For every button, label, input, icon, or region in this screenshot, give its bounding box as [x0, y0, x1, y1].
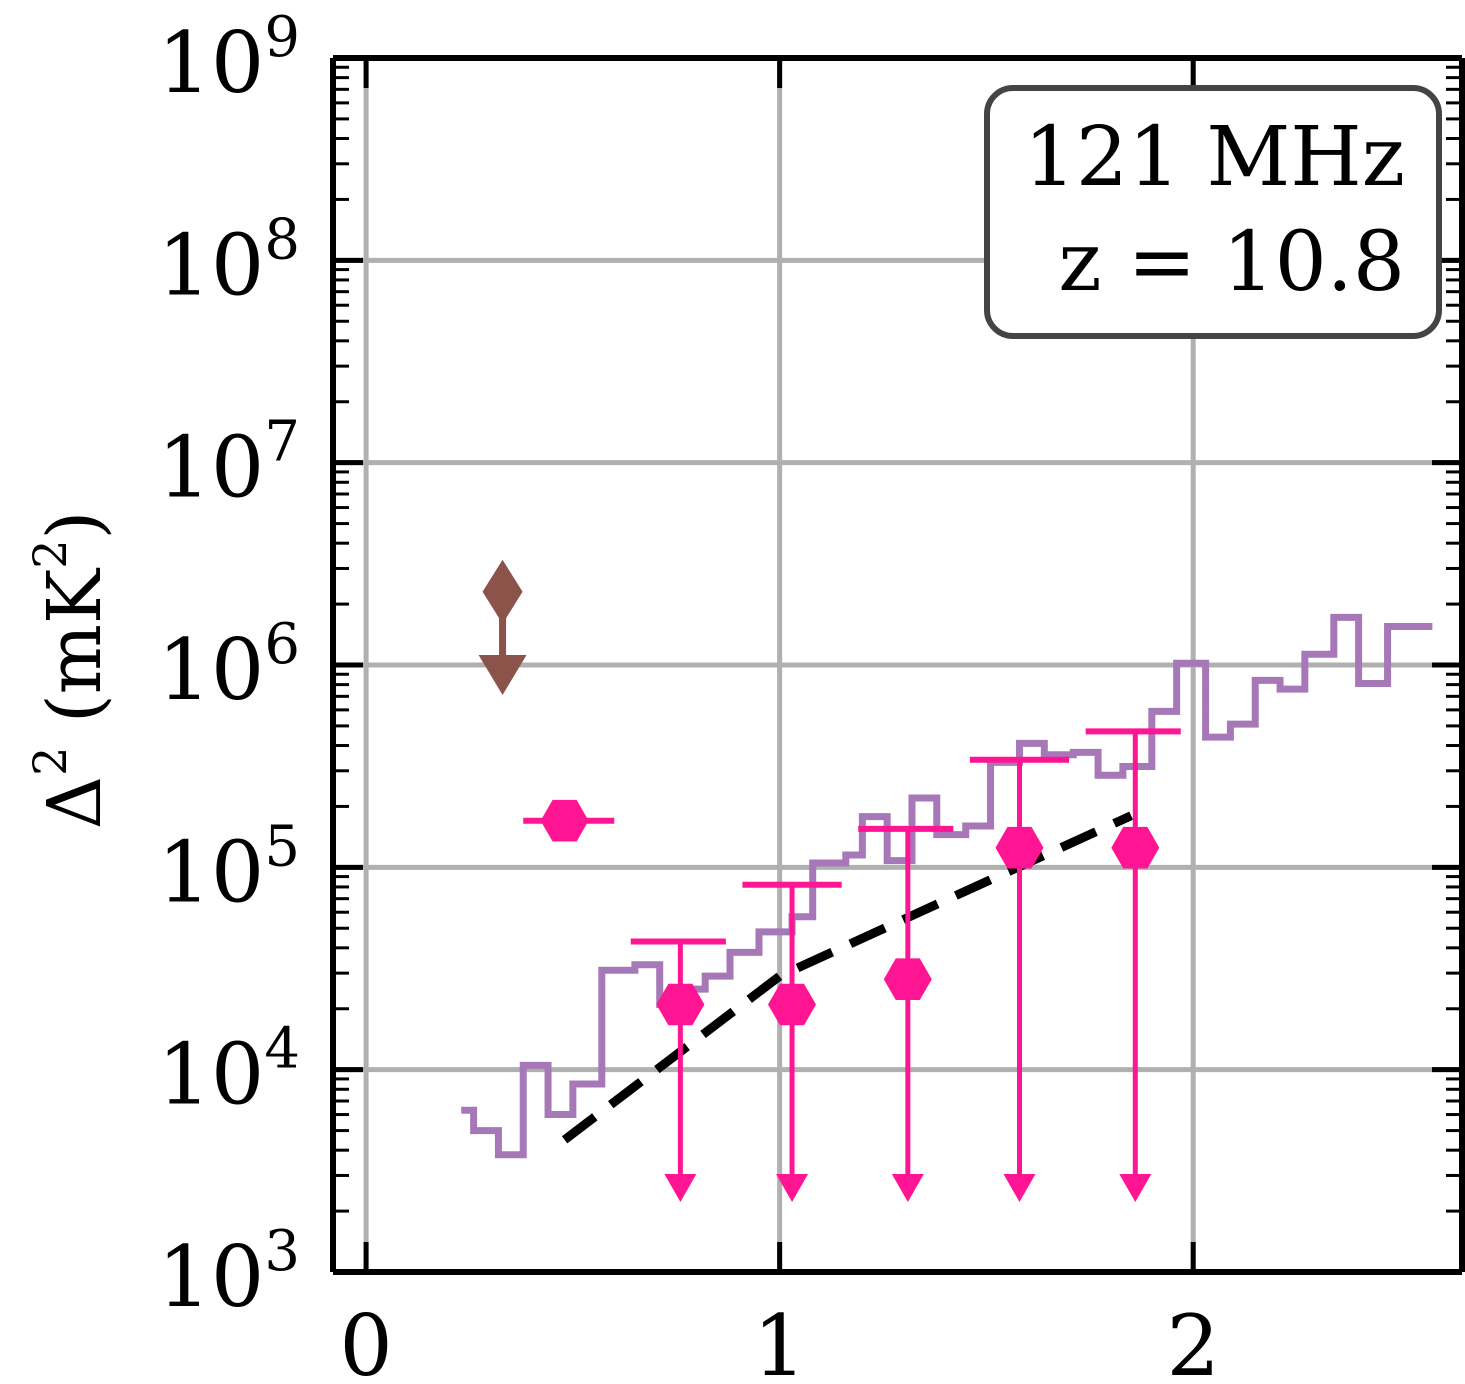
- y-tick-label: 103: [157, 1219, 300, 1326]
- data-point-hexagon: [995, 826, 1044, 869]
- x-tick-label: 0: [339, 1297, 392, 1384]
- data-point-hexagon: [1111, 826, 1160, 869]
- data-point-hexagon: [540, 799, 589, 842]
- lower-limit-arrow: [664, 1174, 697, 1203]
- data-point-hexagon: [883, 958, 932, 1000]
- model-dashed-line: [561, 811, 1134, 1144]
- data-point-hexagon: [656, 983, 705, 1026]
- tick-marks: [333, 55, 1462, 1275]
- y-tick-label: 105: [157, 814, 300, 921]
- y-axis-label: Δ2 (mK2): [23, 511, 118, 830]
- lower-limit-arrow: [776, 1174, 809, 1203]
- x-tick-label: 1: [753, 1297, 806, 1384]
- y-axis-label-sup: 2: [23, 747, 77, 776]
- y-axis-label-main: Δ: [32, 776, 118, 829]
- y-tick-label: 104: [157, 1017, 300, 1124]
- x-tick-label: 2: [1166, 1297, 1219, 1384]
- y-tick-label: 109: [157, 5, 300, 112]
- data-series: [461, 559, 1433, 1203]
- lower-limit-arrow: [1119, 1174, 1152, 1203]
- y-axis-label-unit-close: ): [32, 511, 118, 540]
- y-axis-label-unit-sup: 2: [23, 540, 77, 569]
- lower-limit-arrow: [1003, 1174, 1036, 1203]
- y-tick-label: 107: [157, 410, 300, 517]
- y-axis-label-unit-open: (mK: [32, 567, 118, 723]
- tick-labels: 0 1 2 103 104 105 106 107 108 109: [157, 5, 1219, 1384]
- upper-limit-diamond: [482, 559, 523, 624]
- svg-text:Δ2 (mK2): Δ2 (mK2): [23, 511, 118, 830]
- y-tick-label: 106: [157, 612, 300, 719]
- annotation-frequency: 121 MHz: [1024, 110, 1405, 205]
- annotation-redshift: z = 10.8: [1058, 215, 1405, 310]
- data-point-hexagon: [768, 983, 816, 1026]
- y-tick-label: 108: [157, 207, 300, 314]
- annotation-box: 121 MHz z = 10.8: [984, 85, 1442, 339]
- step-line: [461, 613, 1433, 1159]
- lower-limit-arrow: [891, 1174, 924, 1203]
- upper-limit-arrow: [478, 655, 527, 695]
